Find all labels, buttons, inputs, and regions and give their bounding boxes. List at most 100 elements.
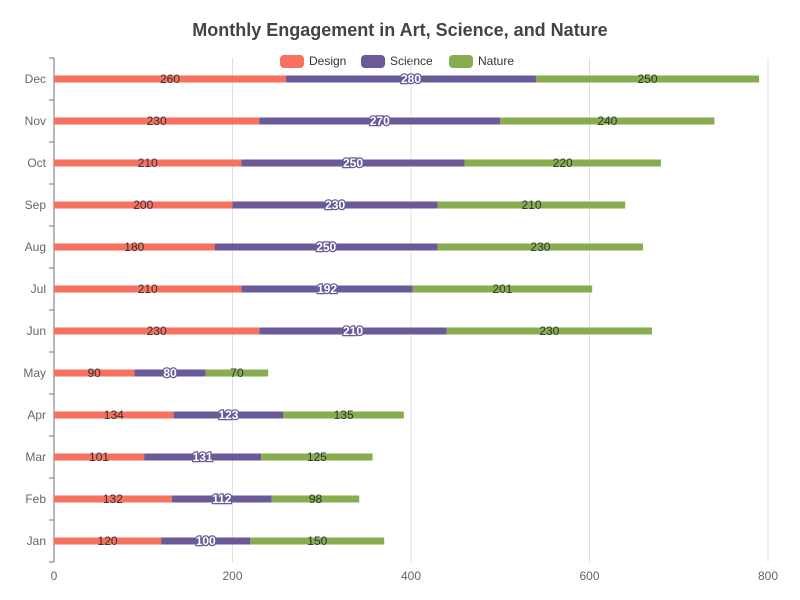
data-label: 132 <box>103 492 123 506</box>
bar-design[interactable] <box>54 285 242 293</box>
y-tick-label: Jul <box>31 282 46 296</box>
bar-nature[interactable] <box>500 117 715 125</box>
bar-science[interactable] <box>241 285 413 293</box>
data-label: 131 <box>193 450 213 464</box>
bar-design[interactable] <box>54 75 287 83</box>
data-label: 250 <box>637 72 657 86</box>
bar-nature[interactable] <box>535 75 760 83</box>
data-label: 125 <box>307 450 327 464</box>
x-tick-label: 400 <box>401 569 421 583</box>
bar-nature[interactable] <box>412 285 593 293</box>
data-label: 210 <box>138 282 158 296</box>
x-tick-label: 600 <box>579 569 599 583</box>
data-label: 280 <box>401 72 421 86</box>
bar-nature[interactable] <box>464 159 661 167</box>
data-label: 70 <box>230 366 244 380</box>
y-tick-label: Apr <box>27 408 46 422</box>
y-tick-label: Jan <box>27 534 46 548</box>
legend-swatch <box>280 54 304 68</box>
bar-nature[interactable] <box>271 495 360 503</box>
legend-swatch <box>449 54 473 68</box>
bar-science[interactable] <box>144 453 262 461</box>
bar-science[interactable] <box>161 537 251 545</box>
bar-design[interactable] <box>54 117 260 125</box>
bar-nature[interactable] <box>250 537 385 545</box>
data-label: 220 <box>553 156 573 170</box>
data-label: 210 <box>343 324 363 338</box>
data-label: 120 <box>98 534 118 548</box>
data-label: 90 <box>87 366 101 380</box>
y-tick-label: Sep <box>25 198 47 212</box>
y-tick-label: Aug <box>25 240 46 254</box>
data-label: 210 <box>521 198 541 212</box>
x-tick-label: 800 <box>758 569 778 583</box>
data-label: 260 <box>160 72 180 86</box>
chart-legend: Design Science Nature <box>0 53 800 69</box>
data-label: 230 <box>539 324 559 338</box>
bar-design[interactable] <box>54 201 233 209</box>
bar-nature[interactable] <box>437 243 644 251</box>
data-label: 201 <box>492 282 512 296</box>
data-label: 200 <box>133 198 153 212</box>
bar-science[interactable] <box>214 243 438 251</box>
y-tick-label: Feb <box>25 492 46 506</box>
bar-nature[interactable] <box>446 327 652 335</box>
bar-design[interactable] <box>54 411 174 419</box>
y-tick-label: Oct <box>27 156 46 170</box>
legend-label: Nature <box>478 54 515 68</box>
data-label: 250 <box>316 240 336 254</box>
bar-nature[interactable] <box>261 453 373 461</box>
data-label: 150 <box>307 534 327 548</box>
y-tick-label: Dec <box>25 72 46 86</box>
bar-science[interactable] <box>173 411 284 419</box>
bar-design[interactable] <box>54 327 260 335</box>
data-label: 230 <box>147 324 167 338</box>
data-label: 192 <box>317 282 337 296</box>
data-label: 250 <box>343 156 363 170</box>
legend-label: Design <box>309 54 347 68</box>
bar-design[interactable] <box>54 369 135 377</box>
x-tick-label: 200 <box>222 569 242 583</box>
data-label: 240 <box>597 114 617 128</box>
data-label: 134 <box>104 408 124 422</box>
y-tick-label: Mar <box>25 450 46 464</box>
bar-science[interactable] <box>171 495 272 503</box>
data-label: 230 <box>325 198 345 212</box>
y-tick-label: Jun <box>27 324 46 338</box>
bar-design[interactable] <box>54 495 172 503</box>
bar-science[interactable] <box>259 117 501 125</box>
data-label: 101 <box>89 450 109 464</box>
data-label: 230 <box>530 240 550 254</box>
data-label: 80 <box>163 366 177 380</box>
bar-nature[interactable] <box>437 201 626 209</box>
bar-science[interactable] <box>134 369 206 377</box>
bar-science[interactable] <box>232 201 438 209</box>
bar-science[interactable] <box>286 75 536 83</box>
data-label: 100 <box>196 534 216 548</box>
data-label: 98 <box>309 492 323 506</box>
data-label: 112 <box>212 492 232 506</box>
chart-title: Monthly Engagement in Art, Science, and … <box>192 20 608 40</box>
bar-design[interactable] <box>54 243 215 251</box>
bar-nature[interactable] <box>205 369 269 377</box>
data-label: 123 <box>218 408 238 422</box>
y-tick-label: Nov <box>25 114 46 128</box>
data-label: 210 <box>138 156 158 170</box>
data-label: 270 <box>370 114 390 128</box>
data-label: 135 <box>334 408 354 422</box>
data-label: 180 <box>124 240 144 254</box>
x-tick-label: 0 <box>51 569 58 583</box>
y-tick-label: May <box>23 366 46 380</box>
bar-design[interactable] <box>54 159 242 167</box>
bar-design[interactable] <box>54 537 162 545</box>
legend-item-design[interactable]: Design <box>280 53 346 69</box>
legend-swatch <box>361 54 385 68</box>
bar-nature[interactable] <box>283 411 404 419</box>
bar-design[interactable] <box>54 453 145 461</box>
data-label: 230 <box>147 114 167 128</box>
legend-item-nature[interactable]: Nature <box>449 53 514 69</box>
bar-science[interactable] <box>241 159 465 167</box>
bar-science[interactable] <box>259 327 447 335</box>
